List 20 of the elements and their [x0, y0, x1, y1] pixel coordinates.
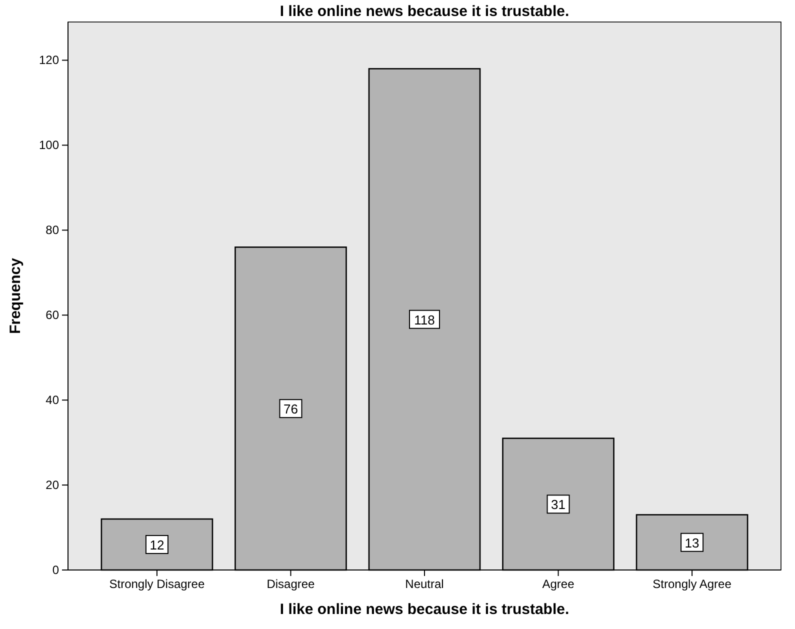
y-tick-label: 40: [46, 393, 60, 408]
y-axis-title: Frequency: [7, 257, 24, 334]
y-tick-label: 80: [46, 223, 60, 238]
y-tick-label: 100: [38, 138, 60, 152]
x-tick-label: Neutral: [405, 577, 444, 591]
x-tick-label: Disagree: [266, 577, 316, 591]
x-tick-label: Strongly Disagree: [109, 577, 205, 591]
x-axis-title: I like online news because it is trustable.: [280, 601, 570, 618]
data-label: 31: [551, 497, 566, 512]
x-tick-label: Agree: [542, 577, 575, 591]
y-tick-label: 0: [52, 563, 60, 577]
data-label: 118: [414, 312, 435, 328]
data-label: 76: [283, 402, 298, 417]
data-label: 12: [150, 538, 164, 553]
y-tick-label: 20: [46, 478, 60, 492]
chart-title: I like online news because it is trustable.: [280, 3, 570, 20]
y-tick-label: 60: [46, 308, 60, 322]
x-tick-label: Strongly Agree: [652, 577, 732, 591]
data-label: 13: [684, 535, 700, 550]
y-tick-label: 120: [38, 53, 60, 68]
